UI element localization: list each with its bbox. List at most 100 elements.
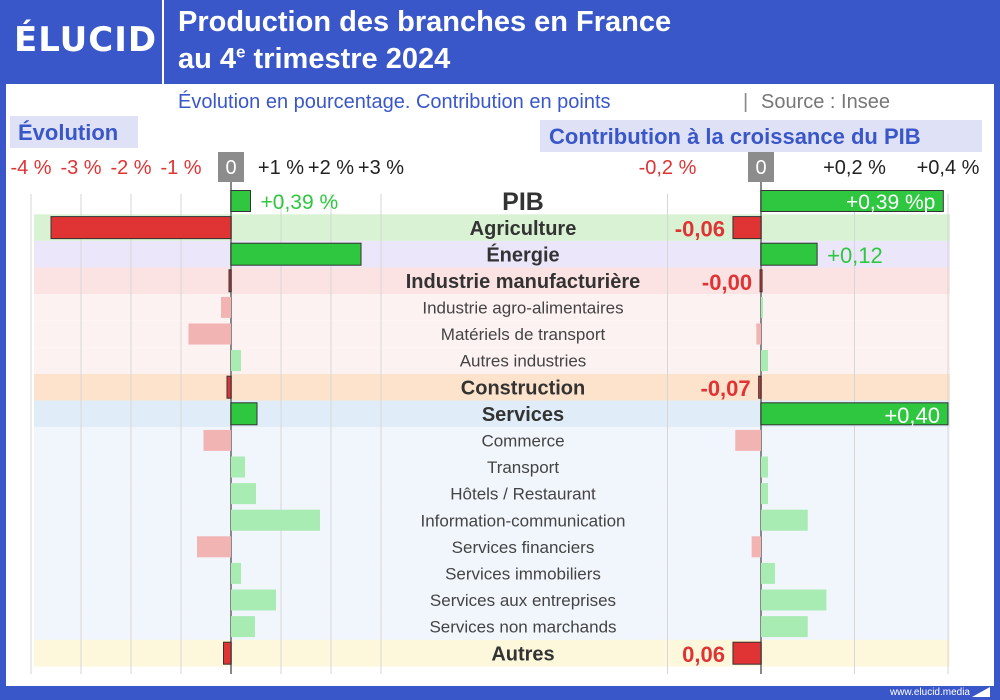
- right-tick-label: +0,4 %: [917, 157, 980, 179]
- evolution-bar: [228, 269, 232, 293]
- left-panel-title: Évolution: [18, 120, 118, 145]
- row-band: [34, 347, 950, 374]
- contribution-bar: [761, 296, 763, 318]
- contribution-value-label: -0,07: [701, 376, 751, 401]
- evolution-bar: [188, 323, 231, 345]
- category-label: Hôtels / Restaurant: [450, 485, 596, 504]
- page-title: Production des branches en France au 4e …: [178, 4, 671, 78]
- category-label: Agriculture: [470, 218, 577, 240]
- brand-logo: ÉLUCID: [14, 20, 158, 60]
- category-label: Services immobiliers: [445, 565, 601, 584]
- left-tick-label: -2 %: [110, 157, 151, 179]
- contribution-bar: [760, 190, 944, 212]
- row-band: [34, 560, 950, 587]
- chart-subtitle: Évolution en pourcentage. Contribution e…: [178, 90, 611, 113]
- left-tick-label: +3 %: [358, 157, 404, 179]
- contribution-bar: [760, 402, 949, 426]
- row-band: [34, 533, 950, 561]
- header-divider: [162, 0, 164, 84]
- evolution-bar: [203, 429, 231, 451]
- title-line-2-prefix: au 4: [178, 43, 237, 75]
- category-label: PIB: [502, 188, 544, 216]
- left-tick-label: -3 %: [60, 157, 101, 179]
- contribution-bar: [751, 536, 761, 558]
- left-tick-label: -4 %: [10, 157, 51, 179]
- contribution-bar: [761, 483, 769, 505]
- evolution-value-label: +0,39 %: [261, 191, 339, 214]
- evolution-bar: [231, 456, 245, 478]
- bars: [50, 190, 949, 665]
- evolution-bar: [223, 641, 232, 665]
- left-tick-label: +1 %: [258, 157, 304, 179]
- category-label: Commerce: [481, 432, 564, 451]
- evolution-bar: [197, 536, 231, 558]
- left-tick-label: -1 %: [160, 157, 201, 179]
- row-band: [34, 427, 950, 454]
- row-labels: PIB +0,39 % +0,39 %p Agriculture -0,06 Énergi…: [261, 188, 941, 667]
- chart-source: Source : Insee: [761, 91, 890, 113]
- category-label: Services aux entreprises: [430, 591, 616, 610]
- evolution-bar: [230, 190, 251, 212]
- category-label: Autres industries: [460, 352, 587, 371]
- category-label: Services non marchands: [429, 618, 616, 637]
- contribution-bar: [761, 350, 769, 372]
- category-label: Énergie: [486, 243, 559, 266]
- row-band: [34, 480, 950, 507]
- contribution-bar: [735, 429, 761, 451]
- row-band: [34, 294, 950, 321]
- contribution-bar: [732, 216, 762, 240]
- evolution-bar: [231, 616, 255, 638]
- evolution-bar: [230, 242, 362, 266]
- contribution-bar: [761, 616, 808, 638]
- category-label: Autres: [491, 643, 554, 665]
- row-band: [34, 453, 950, 481]
- category-label: Industrie agro-alimentaires: [422, 299, 623, 318]
- contribution-bar: [758, 375, 762, 399]
- row-band: [34, 267, 950, 295]
- contribution-value-label: +0,39 %p: [846, 191, 935, 214]
- title-superscript: e: [236, 42, 246, 62]
- contribution-bar: [761, 562, 776, 584]
- left-zero-badge: [218, 152, 244, 182]
- evolution-bar: [230, 402, 258, 426]
- right-panel-title: Contribution à la croissance du PIB: [549, 124, 921, 149]
- evolution-bar: [231, 483, 256, 505]
- contribution-bar: [760, 242, 818, 266]
- right-tick-label: +0,2 %: [823, 157, 886, 179]
- category-label: Information-communication: [420, 511, 625, 530]
- header: ÉLUCID Production des branches en France…: [0, 0, 1000, 84]
- category-label: Services financiers: [452, 538, 595, 557]
- evolution-bar: [231, 562, 241, 584]
- footer-site: www.elucid.media: [889, 687, 970, 698]
- contribution-value-label: 0,06: [682, 642, 725, 667]
- contribution-value-label: +0,40: [884, 403, 940, 428]
- title-line-1: Production des branches en France: [178, 6, 672, 38]
- evolution-bar: [226, 375, 232, 399]
- category-label: Transport: [487, 458, 559, 477]
- right-tick-label: 0: [755, 157, 766, 179]
- right-zero-badge: [748, 152, 774, 182]
- contribution-value-label: -0,06: [675, 217, 725, 242]
- contribution-bar: [732, 641, 762, 665]
- contribution-value-label: +0,12: [827, 243, 883, 268]
- contribution-bar: [761, 456, 769, 478]
- contribution-bar: [756, 323, 761, 345]
- evolution-bar: [50, 216, 232, 240]
- contribution-bar: [759, 269, 763, 293]
- right-tick-label: -0,2 %: [639, 157, 697, 179]
- left-tick-label: +2 %: [308, 157, 354, 179]
- contribution-value-label: -0,00: [702, 270, 752, 295]
- left-tick-label: 0: [225, 157, 236, 179]
- evolution-bar: [221, 296, 231, 318]
- chart-panel: PIB +0,39 % +0,39 %p Agriculture -0,06 Énergi…: [6, 84, 994, 686]
- right-title-badge: [540, 120, 982, 152]
- category-label: Industrie manufacturière: [406, 271, 641, 293]
- row-band: [34, 639, 950, 667]
- evolution-bar: [231, 589, 276, 611]
- category-label: Matériels de transport: [441, 325, 606, 344]
- left-title-badge: [10, 116, 138, 148]
- chart: PIB +0,39 % +0,39 %p Agriculture -0,06 Énergi…: [10, 90, 982, 674]
- evolution-bar: [231, 350, 241, 372]
- contribution-bar: [761, 509, 808, 531]
- row-band: [34, 373, 950, 401]
